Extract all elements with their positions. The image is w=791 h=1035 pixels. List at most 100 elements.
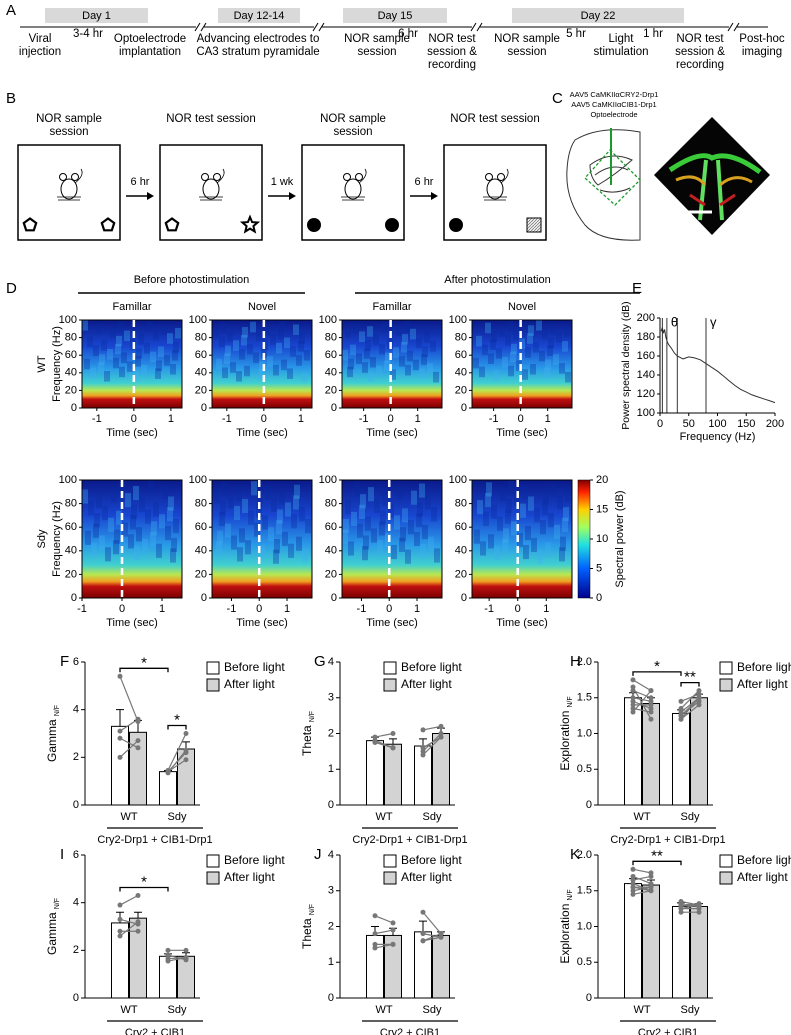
spectrogram: [212, 480, 312, 598]
spectrogram-texture: [116, 335, 122, 347]
subject-point: [135, 716, 141, 722]
subject-link: [632, 690, 652, 699]
spectrogram-texture: [262, 515, 268, 530]
timeline-step: NOR test session & recording: [675, 33, 725, 71]
x-tick-label: 1: [284, 603, 290, 615]
spectrogram-texture: [84, 358, 90, 370]
timeline-step: 1 hr: [643, 28, 663, 40]
plot-frame: [471, 319, 573, 409]
x-tick-label: 150: [737, 418, 755, 430]
spectrogram-texture: [164, 355, 170, 366]
spectrogram-texture: [225, 523, 231, 538]
subject-link: [374, 929, 394, 935]
group-header: After photostimulation: [444, 274, 550, 286]
y-tick-label: 0: [461, 592, 467, 604]
spectrogram-texture: [224, 353, 230, 364]
subject-point: [183, 947, 189, 953]
y-tick-label: 100: [449, 314, 467, 326]
spectrogram-texture: [270, 334, 276, 345]
bar: [129, 731, 147, 806]
y-tick-label: 3: [328, 885, 334, 897]
spectrogram-texture: [96, 323, 102, 335]
spectrogram: [82, 320, 182, 408]
spectrogram-texture: [156, 360, 162, 372]
y-tick-label: 140: [637, 369, 655, 381]
spectrogram-texture: [530, 364, 536, 375]
condition-label: Novel: [248, 301, 276, 313]
spectrogram-texture: [119, 481, 125, 496]
subject-point: [117, 933, 123, 939]
colorbar-tick-label: 10: [596, 533, 608, 545]
subject-point: [630, 702, 636, 708]
x-tick-label: Sdy: [681, 1004, 700, 1016]
subject-point: [135, 745, 141, 751]
y-axis-label-main: Theta: [300, 725, 314, 756]
spectrogram-texture: [296, 536, 302, 551]
colorbar-tick-label: 15: [596, 503, 608, 515]
spectrogram-texture: [564, 327, 570, 338]
x-tick-label: Sdy: [168, 1004, 187, 1016]
subject-link: [167, 759, 187, 773]
bar: [159, 771, 177, 806]
legend-swatch: [206, 854, 220, 868]
subject-link: [422, 911, 442, 935]
x-tick-label: 0: [119, 603, 125, 615]
spectrogram-texture: [287, 368, 293, 379]
plot-frame: [471, 479, 573, 599]
spectrogram-texture: [476, 335, 482, 347]
subject-link: [167, 733, 187, 771]
subject-link: [422, 933, 442, 938]
significance-label: *: [654, 658, 660, 675]
spectrogram-texture: [379, 521, 385, 536]
y-tick-label: 0: [73, 799, 79, 811]
subject-point: [117, 928, 123, 934]
spectrogram-texture: [151, 521, 157, 536]
y-axis-label: Frequency (Hz): [51, 501, 63, 577]
spectrogram-texture: [144, 342, 150, 354]
subject-link: [119, 894, 139, 906]
timeline-step: NOR sample session: [494, 33, 560, 58]
mouse-icon: [486, 178, 504, 200]
spectrogram-texture: [294, 484, 300, 499]
spectrogram-texture: [396, 325, 402, 336]
x-tick-label: WT: [120, 811, 137, 823]
y-tick-label: 20: [325, 384, 337, 396]
y-axis-label: Theta N/F: [300, 904, 316, 949]
subject-link: [119, 676, 139, 722]
subject-link: [422, 936, 442, 942]
spectrogram-texture: [545, 359, 551, 371]
subject-point: [696, 698, 702, 704]
spectrogram-texture: [219, 336, 225, 348]
spectrogram-texture: [482, 344, 488, 356]
y-tick-label: 100: [189, 314, 207, 326]
spectrogram-texture: [359, 504, 365, 519]
x-tick-label: WT: [120, 1004, 137, 1016]
legend-label: Before light: [737, 853, 791, 867]
y-tick-label: 20: [195, 384, 207, 396]
y-tick-label: 100: [637, 407, 655, 419]
spectrogram-texture: [173, 342, 179, 353]
viral-label: Optoelectrode: [590, 110, 637, 119]
bar: [432, 934, 450, 999]
spectrogram-texture: [273, 549, 279, 564]
mouse-icon: [202, 178, 220, 200]
spectrogram-texture: [298, 341, 304, 352]
y-tick-label: 2: [73, 751, 79, 763]
day-bar: [512, 8, 684, 23]
spectrogram-texture: [247, 343, 253, 355]
y-axis-label: Gamma N/F: [45, 898, 61, 955]
spectrogram-texture: [368, 371, 374, 382]
spectrogram-texture: [544, 367, 550, 379]
spectrogram-texture: [351, 511, 357, 527]
spectrogram-texture: [540, 520, 546, 535]
subject-point: [648, 716, 654, 722]
subject-point: [678, 909, 684, 915]
group-label: Cry2 + CIB1: [125, 1027, 185, 1035]
object: [449, 218, 463, 232]
spectrogram-texture: [228, 494, 234, 509]
y-tick-label: 20: [195, 568, 207, 580]
group-label: Cry2 + CIB1: [638, 1027, 698, 1035]
spectrogram-texture: [276, 342, 282, 354]
spectrogram-texture: [159, 514, 165, 529]
bar: [624, 883, 642, 999]
